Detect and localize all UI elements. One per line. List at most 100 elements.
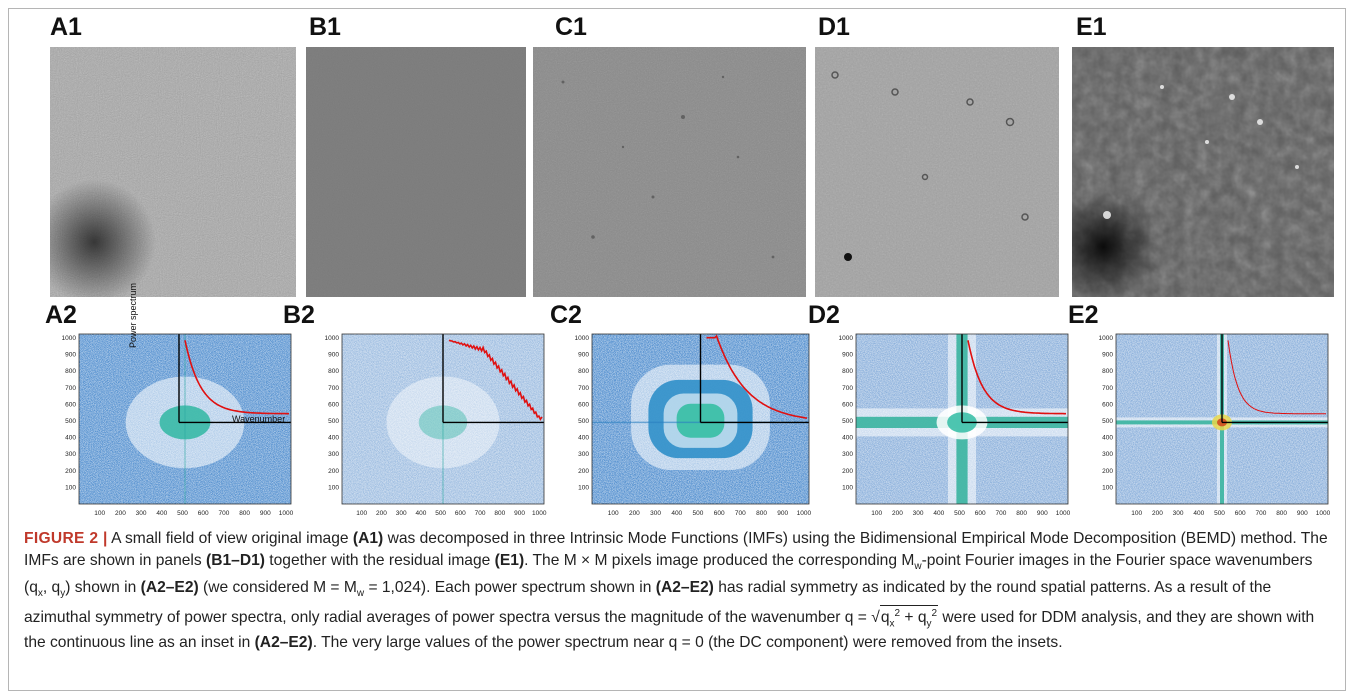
y-tick-label: 1000 — [575, 335, 590, 342]
panel-label-b2: B2 — [283, 301, 315, 329]
y-tick-label: 600 — [328, 401, 339, 408]
y-tick-label: 600 — [1102, 401, 1113, 408]
x-tick-label: 400 — [415, 510, 426, 517]
x-tick-label: 700 — [1255, 510, 1266, 517]
panel-label-b1: B1 — [309, 13, 341, 41]
y-tick-label: 500 — [328, 418, 339, 425]
y-tick-label: 800 — [1102, 368, 1113, 375]
caption-text: -point Fourier images in the Fourier spa… — [24, 551, 1313, 597]
y-tick-label: 400 — [65, 435, 76, 442]
caption-sub: y — [60, 588, 66, 600]
x-tick-label: 200 — [629, 510, 640, 517]
y-tick-label: 100 — [1102, 484, 1113, 491]
y-tick-label: 500 — [1102, 418, 1113, 425]
x-tick-label: 1000 — [279, 510, 294, 517]
x-tick-label: 1000 — [1056, 510, 1071, 517]
x-tick-label: 300 — [1173, 510, 1184, 517]
y-tick-label: 1000 — [839, 335, 854, 342]
x-tick-label: 600 — [198, 510, 209, 517]
y-tick-label: 700 — [578, 385, 589, 392]
y-tick-label: 200 — [328, 468, 339, 475]
x-tick-label: 400 — [671, 510, 682, 517]
sqrt-expression: qx2 + qy2 — [879, 604, 939, 632]
y-tick-label: 100 — [578, 484, 589, 491]
figure-frame — [8, 8, 1346, 691]
caption-ref: (A2–E2) — [655, 579, 714, 597]
x-tick-label: 900 — [777, 510, 788, 517]
figure-caption: FIGURE 2 | A small field of view origina… — [24, 530, 1328, 652]
x-tick-label: 600 — [975, 510, 986, 517]
x-tick-label: 200 — [376, 510, 387, 517]
panel-label-c2: C2 — [550, 301, 582, 329]
x-tick-label: 400 — [156, 510, 167, 517]
y-tick-label: 200 — [578, 468, 589, 475]
y-tick-label: 300 — [65, 451, 76, 458]
x-tick-label: 800 — [239, 510, 250, 517]
image-b1-imf1 — [306, 47, 526, 297]
y-tick-label: 600 — [842, 401, 853, 408]
x-tick-label: 500 — [177, 510, 188, 517]
caption-text: ) shown in — [65, 579, 141, 597]
panel-label-d2: D2 — [808, 301, 840, 329]
x-tick-label: 1000 — [1316, 510, 1331, 517]
panel-label-e2: E2 — [1068, 301, 1099, 329]
y-tick-label: 300 — [1102, 451, 1113, 458]
x-tick-label: 700 — [218, 510, 229, 517]
x-tick-label: 100 — [871, 510, 882, 517]
spectrum-c2: 100 200 300 400 500 600 700 800 900 1000 100 200 300… — [568, 330, 813, 525]
x-tick-label: 1000 — [797, 510, 812, 517]
x-tick-label: 500 — [1214, 510, 1225, 517]
caption-text: A small field of view original image — [107, 530, 353, 547]
image-d1-imf3 — [815, 47, 1059, 297]
x-tick-label: 700 — [995, 510, 1006, 517]
x-tick-label: 700 — [735, 510, 746, 517]
y-tick-label: 100 — [842, 484, 853, 491]
caption-text: has radial symmetry as indicated by the … — [24, 579, 1272, 626]
x-tick-label: 100 — [94, 510, 105, 517]
panel-label-a1: A1 — [50, 13, 82, 41]
y-tick-label: 600 — [578, 401, 589, 408]
y-tick-label: 900 — [65, 352, 76, 359]
image-c1-imf2 — [533, 47, 806, 297]
caption-ref: (E1) — [494, 551, 525, 569]
x-tick-label: 100 — [1131, 510, 1142, 517]
x-tick-label: 100 — [608, 510, 619, 517]
y-tick-label: 200 — [842, 468, 853, 475]
x-tick-label: 800 — [494, 510, 505, 517]
inset-ylabel: Power spectrum — [128, 282, 138, 348]
caption-text: . The very large values of the power spe… — [312, 634, 1063, 652]
y-tick-label: 800 — [328, 368, 339, 375]
caption-text: = 1,024). Each power spectrum shown in — [364, 579, 656, 597]
panel-label-a2: A2 — [45, 301, 77, 329]
y-tick-label: 800 — [65, 368, 76, 375]
x-tick-label: 400 — [1193, 510, 1204, 517]
y-tick-label: 100 — [65, 484, 76, 491]
y-tick-label: 900 — [1102, 352, 1113, 359]
y-tick-label: 300 — [842, 451, 853, 458]
y-tick-label: 800 — [578, 368, 589, 375]
y-tick-label: 1000 — [62, 335, 77, 342]
caption-text: were used for DDM analysis, and they are… — [24, 608, 1315, 652]
y-tick-label: 800 — [842, 368, 853, 375]
x-tick-label: 500 — [435, 510, 446, 517]
y-tick-label: 500 — [842, 418, 853, 425]
x-tick-label: 300 — [396, 510, 407, 517]
caption-text: (we considered M = M — [198, 579, 357, 597]
x-tick-label: 300 — [913, 510, 924, 517]
caption-ref: (A2–E2) — [254, 634, 313, 652]
caption-sub: w — [914, 560, 922, 572]
y-tick-label: 500 — [65, 418, 76, 425]
x-tick-label: 1000 — [532, 510, 547, 517]
y-tick-label: 200 — [1102, 468, 1113, 475]
x-tick-label: 200 — [1152, 510, 1163, 517]
caption-sub: w — [356, 588, 365, 600]
caption-sub: x — [37, 588, 43, 600]
figure-number: FIGURE 2 | — [24, 530, 108, 547]
y-tick-label: 600 — [65, 401, 76, 408]
inset-xlabel: Wavenumber — [232, 414, 286, 424]
caption-ref: (B1–D1) — [206, 551, 265, 569]
y-tick-label: 300 — [578, 451, 589, 458]
x-tick-label: 300 — [136, 510, 147, 517]
y-tick-label: 400 — [328, 435, 339, 442]
x-tick-label: 800 — [756, 510, 767, 517]
